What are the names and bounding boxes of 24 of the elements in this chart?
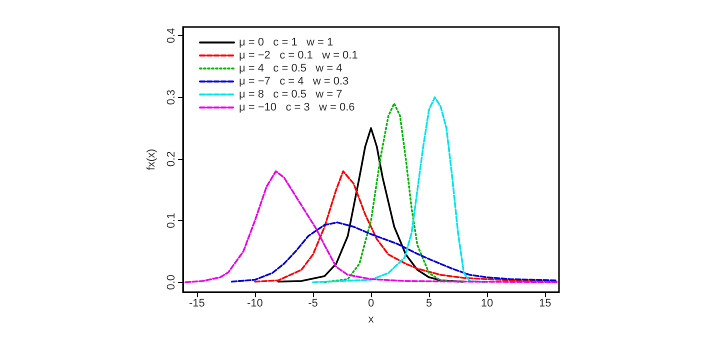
legend-label: μ = −2 c = 0.1 w = 0.1 <box>239 50 358 62</box>
x-tick-label: 5 <box>426 298 432 310</box>
legend-label: μ = 4 c = 0.5 w = 4 <box>239 62 342 74</box>
x-axis-title: x <box>368 314 374 326</box>
line-series <box>184 170 558 284</box>
line-series <box>230 222 558 283</box>
legend-label: μ = 0 c = 1 w = 1 <box>239 36 334 48</box>
x-tick-label: -15 <box>188 298 205 310</box>
x-tick-label: 15 <box>538 298 552 310</box>
x-tick-label: -5 <box>308 298 318 310</box>
legend-label: μ = −7 c = 4 w = 0.3 <box>239 76 349 88</box>
y-axis-title: fx(x) <box>146 148 158 170</box>
line-series <box>312 96 488 284</box>
legend-label: μ = 8 c = 0.5 w = 7 <box>239 88 342 100</box>
y-tick-label: 0.4 <box>166 28 178 44</box>
y-tick-label: 0.3 <box>166 90 178 105</box>
y-tick-label: 0.1 <box>166 212 178 228</box>
legend-label: μ = −10 c = 3 w = 0.6 <box>239 102 355 114</box>
y-tick-label: 0.2 <box>166 151 178 167</box>
y-tick-label: 0.0 <box>166 274 178 290</box>
x-tick-label: 10 <box>480 298 494 310</box>
x-tick-label: 0 <box>368 298 374 310</box>
line-series <box>254 170 558 283</box>
x-tick-label: -10 <box>246 298 263 310</box>
